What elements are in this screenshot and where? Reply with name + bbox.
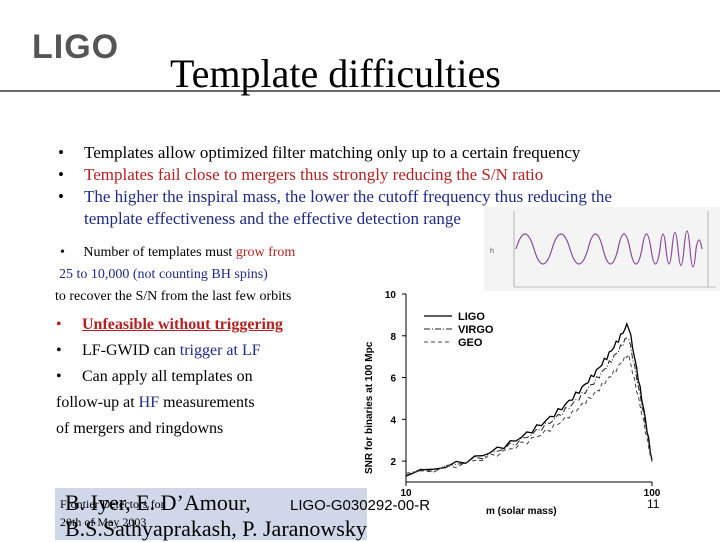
- main-bullets: • Templates allow optimized filter match…: [58, 142, 658, 230]
- waveform-background: [484, 207, 720, 291]
- series-line-ligo: [405, 321, 653, 477]
- y-tick-label: 8: [390, 332, 396, 343]
- note-text: 25 to 10,000 (not counting BH spins): [59, 267, 268, 282]
- point-text: LF-GWID can trigger at LF: [82, 338, 261, 364]
- point-item: • Unfeasible without triggering: [56, 312, 366, 338]
- header-divider: [0, 90, 720, 92]
- legend-label: VIRGO: [458, 324, 494, 336]
- templates-note-line1: • Number of templates must grow from: [55, 242, 355, 264]
- note-text: Number of templates must: [83, 245, 236, 260]
- bullet-text: The higher the inspiral mass, the lower …: [84, 187, 612, 228]
- bullet-item: • Templates allow optimized filter match…: [58, 142, 658, 164]
- bullet-marker: •: [56, 342, 62, 359]
- waveform-axis-glyph: h: [490, 248, 494, 255]
- slide-title: Template difficulties: [170, 51, 501, 96]
- bullet-marker: •: [56, 368, 62, 385]
- waveform-image: h: [484, 207, 720, 291]
- bullet-marker: •: [58, 143, 64, 162]
- point-highlight: trigger at LF: [179, 342, 261, 359]
- point-highlight: HF: [138, 394, 160, 411]
- footer-event-line: 20th of May 2003: [60, 515, 147, 529]
- trigger-points: • Unfeasible without triggering • LF-GWI…: [56, 312, 366, 442]
- bullet-item: • The higher the inspiral mass, the lowe…: [58, 186, 658, 230]
- point-text: Can apply all templates on: [82, 368, 253, 385]
- legend-label: LIGO: [458, 311, 485, 323]
- legend-label: GEO: [458, 337, 483, 349]
- point-continuation: follow-up at HF measurements: [56, 390, 366, 416]
- point-text-part: measurements: [159, 394, 255, 411]
- footer-authors-line: B. Iyer, E. D’Amour,: [65, 490, 251, 515]
- chart-ticks: 10 8 6 4 2 10 100: [385, 290, 661, 499]
- chart-axes: [405, 294, 652, 483]
- bullet-marker: •: [58, 187, 64, 206]
- ligo-logo: LIGO: [32, 28, 120, 66]
- bullet-text: Templates fail close to mergers thus str…: [84, 165, 544, 184]
- bullet-marker: •: [58, 165, 64, 184]
- x-tick-label: 10: [400, 488, 412, 499]
- templates-note-line2: 25 to 10,000 (not counting BH spins): [55, 264, 355, 286]
- document-id: LIGO-G030292-00-R: [290, 497, 431, 514]
- y-axis-label: SNR for binaries at 100 Mpc: [364, 341, 375, 474]
- note-highlight: grow from: [235, 245, 296, 260]
- footer-event: Frontier Detectors for 20th of May 2003: [60, 495, 165, 531]
- footer-authors: B. Iyer, E. D’Amour, B.S.Sathyaprakash, …: [65, 490, 367, 542]
- bullet-text: Templates allow optimized filter matchin…: [84, 143, 581, 162]
- series-line-virgo: [405, 337, 653, 476]
- bullet-marker: •: [60, 245, 65, 260]
- y-tick-label: 4: [390, 415, 396, 426]
- footer-authors-line: B.S.Sathyaprakash, P. Jaranowsky: [65, 516, 367, 541]
- point-text-part: follow-up at: [56, 394, 139, 411]
- templates-note: • Number of templates must grow from 25 …: [55, 242, 355, 308]
- footer-event-line: Frontier Detectors for: [60, 497, 165, 511]
- point-continuation: of mergers and ringdowns: [56, 420, 224, 437]
- point-item: • LF-GWID can trigger at LF: [56, 338, 366, 364]
- page-number: 11: [647, 497, 660, 511]
- bullet-marker: •: [56, 316, 62, 333]
- waveform-trace: [515, 230, 703, 268]
- y-tick-label: 10: [385, 290, 397, 301]
- point-text-part: LF-GWID can: [82, 342, 180, 359]
- point-item: • Can apply all templates on: [56, 364, 366, 390]
- bullet-item: • Templates fail close to mergers thus s…: [58, 164, 658, 186]
- chart-series: [405, 321, 653, 477]
- waveform-grid: [513, 211, 716, 288]
- footer-author-box: [55, 488, 367, 540]
- templates-note-line3: to recover the S/N from the last few orb…: [55, 289, 292, 304]
- series-line-geo: [405, 353, 653, 474]
- x-tick-label: 100: [644, 488, 661, 499]
- x-axis-label: m (solar mass): [486, 506, 557, 517]
- point-text: Unfeasible without triggering: [82, 316, 283, 333]
- y-tick-label: 6: [390, 374, 396, 385]
- y-tick-label: 2: [390, 457, 396, 468]
